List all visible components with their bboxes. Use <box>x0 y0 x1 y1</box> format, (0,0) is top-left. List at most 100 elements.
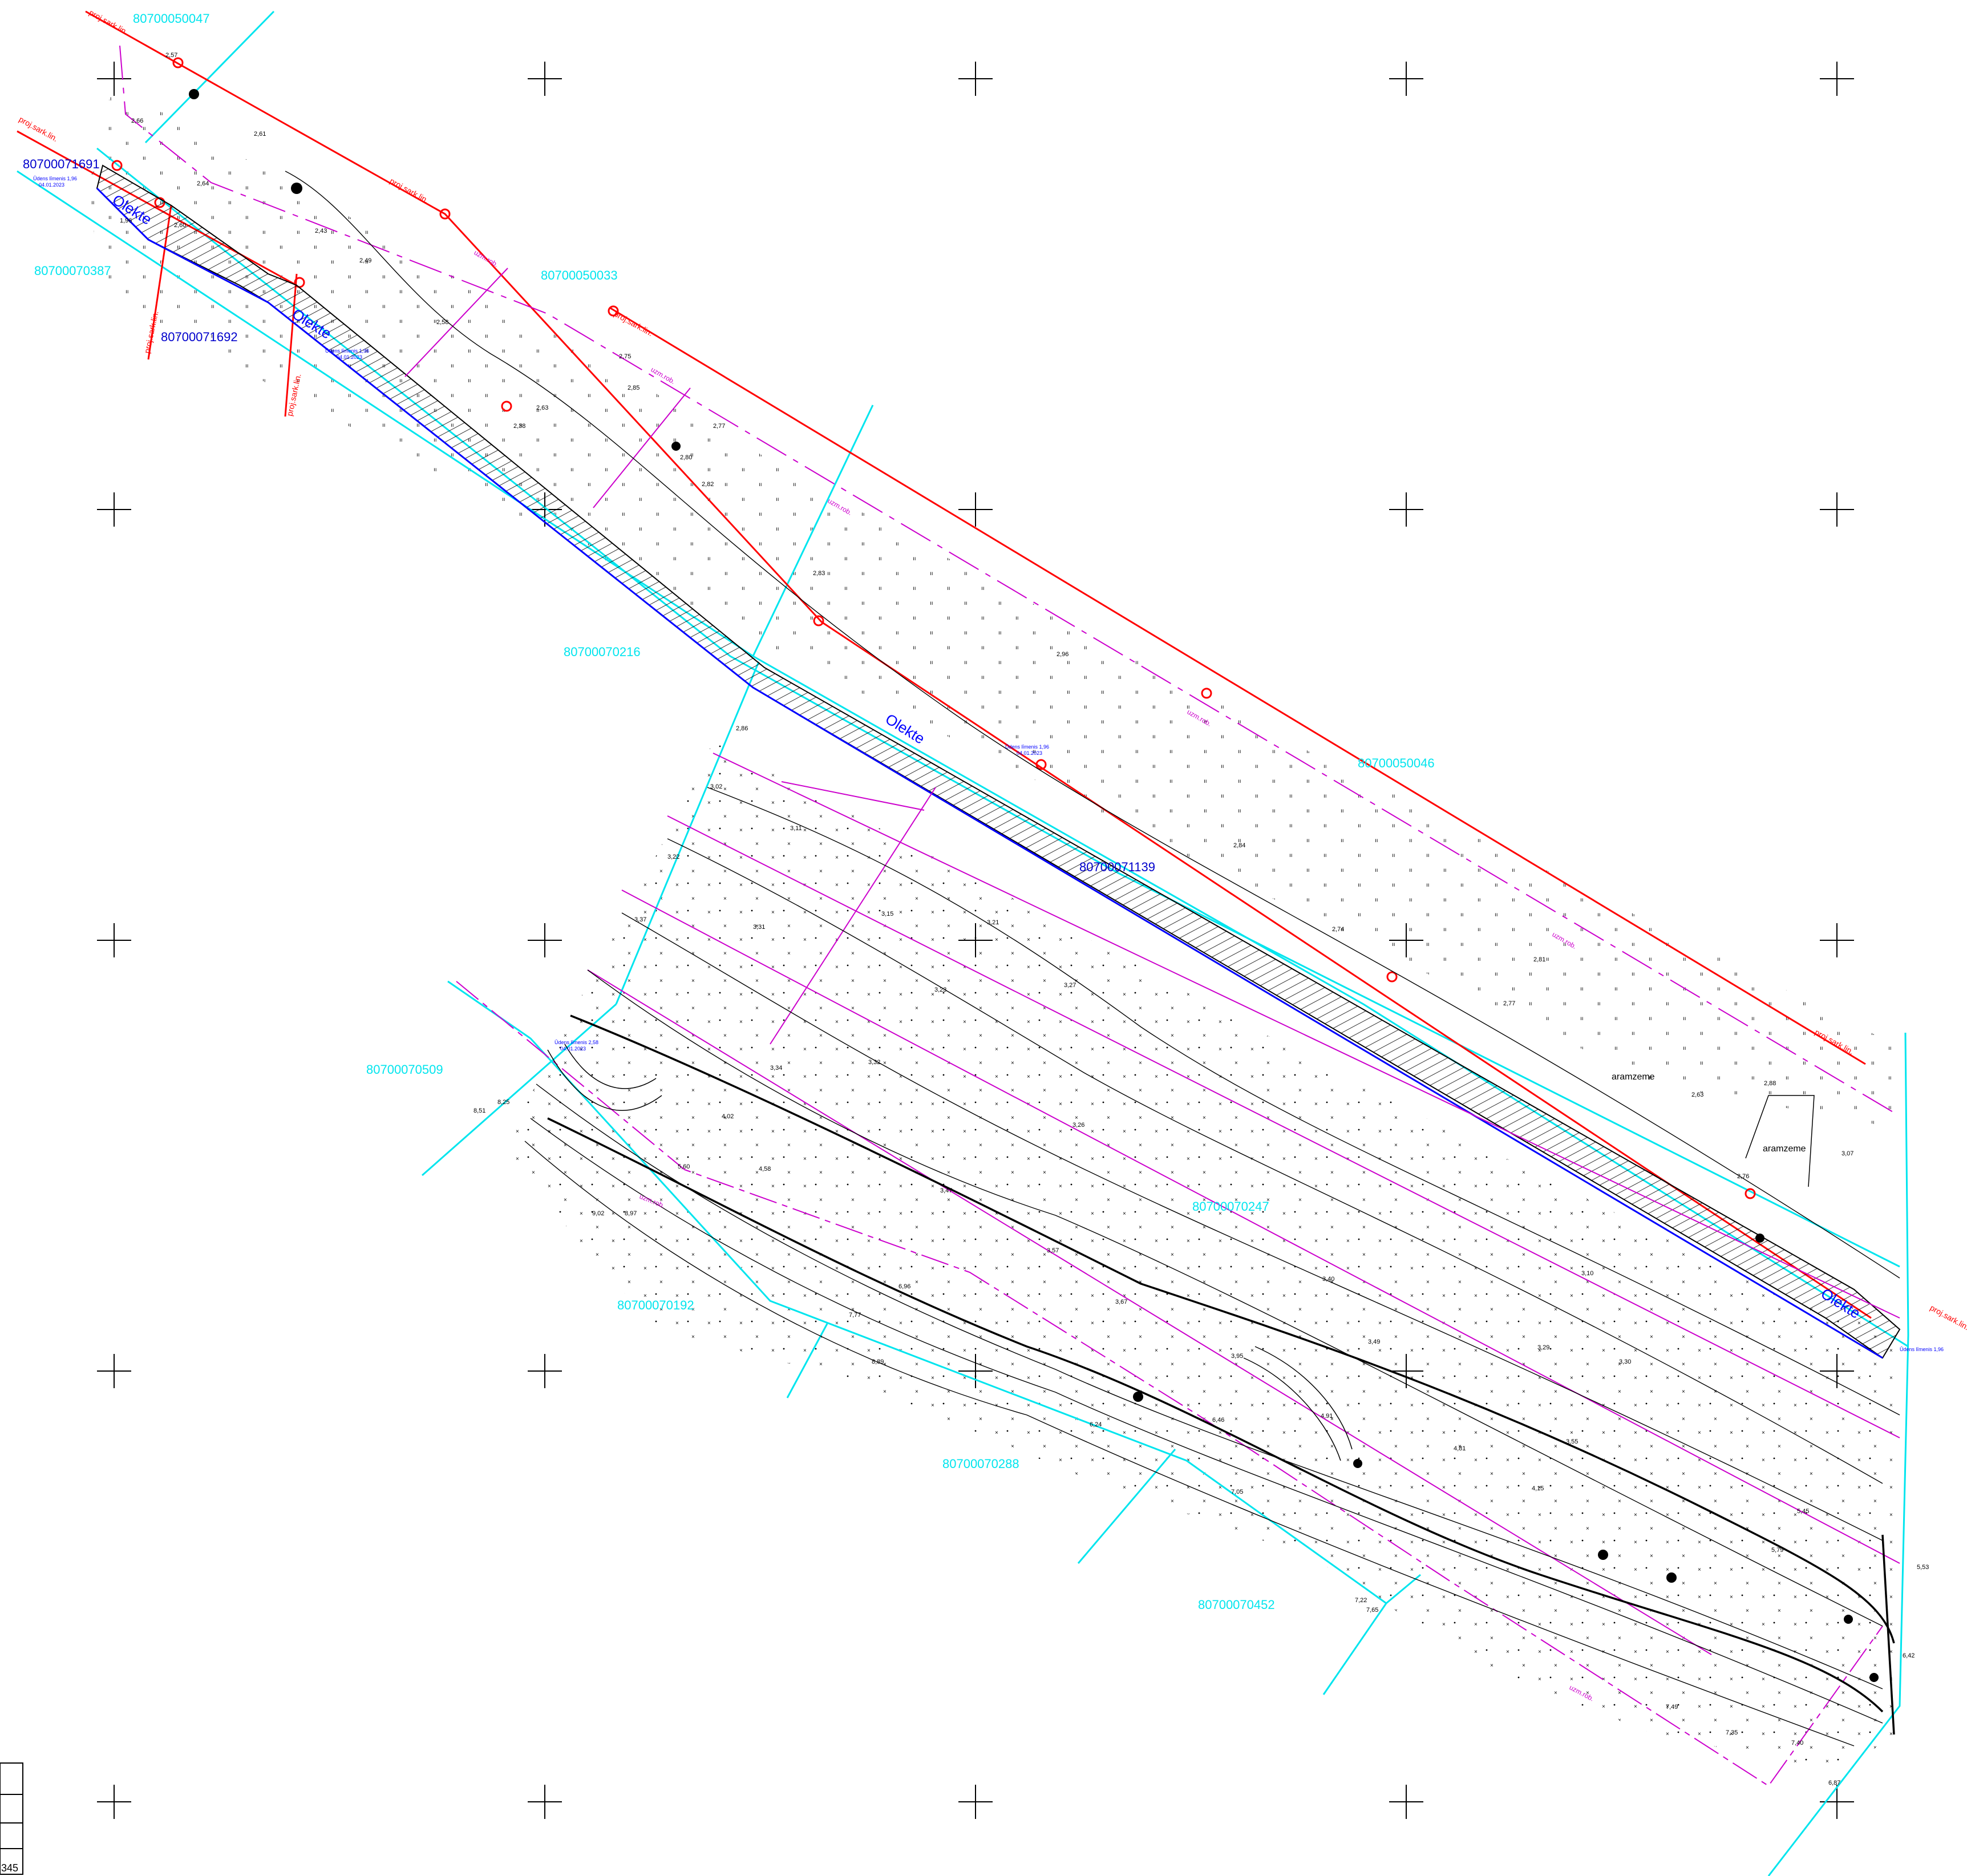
spot-elevation: 3,21 <box>987 919 999 926</box>
spot-elevation: 3,10 <box>1581 1270 1593 1277</box>
spot-elevation: 5,60 <box>678 1163 690 1170</box>
spot-elevation: 2,38 <box>513 423 525 430</box>
spot-elevation: 2,83 <box>813 570 825 577</box>
spot-elevation: 3,49 <box>1368 1339 1380 1345</box>
ditch-label: 80700071139 <box>1079 860 1155 874</box>
field-area <box>502 742 1900 1769</box>
spot-elevation: 7,35 <box>1726 1729 1738 1736</box>
spot-elevation: 4,15 <box>1532 1485 1544 1492</box>
tree-symbols <box>189 89 1879 1682</box>
spot-elevation: 2,81 <box>1533 956 1545 963</box>
spot-elevation: 6,96 <box>898 1283 910 1290</box>
contour-lines <box>285 171 1900 1746</box>
spot-elevation: 9,02 <box>592 1210 604 1217</box>
spot-elevation: 7,22 <box>1355 1597 1367 1604</box>
projected-line-label: proj.sark.lin. <box>388 176 431 205</box>
spot-elevation: 2,57 <box>165 52 177 59</box>
projected-line-label: proj.sark.lin. <box>88 8 130 37</box>
spot-elevation: 5,53 <box>1917 1564 1929 1571</box>
spot-elevation: 3,40 <box>1322 1276 1334 1283</box>
spot-elevation: 8,97 <box>625 1210 637 1217</box>
spot-elevation: 3,34 <box>770 1065 782 1072</box>
water-level-note: Ūdens līmenis 1,96 <box>33 176 77 181</box>
spot-elevation: 4,81 <box>1454 1445 1466 1452</box>
spot-elevation: 3,29 <box>1537 1344 1549 1351</box>
water-level-note: Ūdens līmenis 1,96 <box>325 348 369 354</box>
spot-elevation: 3,67 <box>1115 1299 1127 1305</box>
spot-elevation: 2,76 <box>1737 1173 1749 1180</box>
spot-elevation: 2,84 <box>1233 842 1245 849</box>
spot-elevation: 1,96 <box>120 217 132 224</box>
water-level-note: Ūdens līmenis 1,96 <box>1900 1347 1944 1352</box>
spot-elevation: 3,57 <box>1047 1247 1059 1254</box>
spot-elevation: 4,58 <box>759 1166 771 1172</box>
spot-elevation: 2,63 <box>1691 1091 1703 1098</box>
spot-elevation: 2,77 <box>713 423 725 430</box>
spot-elevation: 3,30 <box>1619 1359 1631 1365</box>
spot-elevation: 2,77 <box>1503 1000 1515 1007</box>
spot-elevation: 8,89 <box>872 1359 884 1365</box>
spot-elevation: 2,74 <box>1332 926 1344 933</box>
slope-fan-2 <box>1243 1346 1353 1461</box>
parcel-label: 80700070452 <box>1198 1598 1275 1612</box>
spot-elevation: 3,15 <box>881 911 893 917</box>
spot-elevation: 3,23 <box>934 986 946 993</box>
survey-boundary-label: uzm.rob. <box>473 248 500 268</box>
contour-index-lines <box>547 1014 1895 1735</box>
parcel-label: 80700070216 <box>564 645 641 659</box>
title-block-number: 345 <box>1 1862 18 1874</box>
title-block <box>0 1762 23 1875</box>
spot-elevation: 2,66 <box>131 118 143 124</box>
spot-elevation: 2,96 <box>1057 651 1069 658</box>
spot-elevation: 4,91 <box>1321 1413 1333 1420</box>
spot-elevation: 7,77 <box>849 1312 861 1319</box>
spot-elevation: 2,49 <box>359 257 371 264</box>
spot-elevation: 2,60 <box>174 222 186 229</box>
spot-elevation: 2,82 <box>702 481 714 488</box>
spot-elevation: 6,87 <box>1828 1780 1840 1786</box>
ditch-label: 80700071691 <box>23 157 100 171</box>
spot-elevation: 3,55 <box>1566 1438 1578 1445</box>
parcel-label: 80700070288 <box>942 1457 1019 1471</box>
land-use-label: aramzeme <box>1763 1144 1806 1154</box>
parcel-label: 80700070509 <box>366 1062 443 1077</box>
slope-fan-1 <box>547 1044 662 1111</box>
water-level-date: 04.01.2023 <box>337 354 362 360</box>
spot-elevation: 3,26 <box>1072 1122 1084 1129</box>
water-level-date: 04.01.2023 <box>560 1046 586 1052</box>
spot-elevation: 2,80 <box>680 454 692 461</box>
spot-elevation: 3,47 <box>940 1187 952 1194</box>
spot-elevation: 7,40 <box>1791 1740 1803 1746</box>
spot-elevation: 3,07 <box>1841 1150 1853 1157</box>
land-use-boundary <box>1745 1095 1815 1187</box>
spot-elevation: 6,46 <box>1212 1417 1224 1424</box>
spot-elevation: 3,95 <box>1231 1353 1243 1360</box>
magenta-lines <box>119 45 1900 1787</box>
spot-elevation: 3,31 <box>753 924 765 931</box>
ditch-label: 80700071692 <box>161 330 238 344</box>
projected-line-label: proj.sark.lin. <box>18 115 60 144</box>
spot-elevation: 2,61 <box>254 131 266 138</box>
parcel-label: 80700050046 <box>1358 756 1435 770</box>
spot-elevation: 3,02 <box>710 783 722 790</box>
projected-line-label: proj.sark.lin. <box>1929 1303 1967 1332</box>
spot-elevation: 3,27 <box>1064 982 1076 989</box>
spot-elevation: 8,25 <box>497 1099 509 1106</box>
parcel-label: 80700070387 <box>34 264 111 278</box>
spot-elevation: 2,86 <box>736 725 748 732</box>
spot-elevation: 2,43 <box>315 228 327 234</box>
water-level-date: 04.01.2023 <box>39 182 64 188</box>
spot-elevation: 5,45 <box>1797 1508 1809 1515</box>
spot-elevation: 7,49 <box>1666 1704 1678 1711</box>
parcel-label: 80700070247 <box>1192 1199 1269 1214</box>
spot-elevation: 2,88 <box>1764 1080 1776 1087</box>
spot-elevation: 3,11 <box>790 825 802 832</box>
spot-elevation: 3,37 <box>634 916 646 923</box>
parcel-label: 80700050047 <box>133 11 210 26</box>
spot-elevation: 7,65 <box>1366 1607 1378 1614</box>
parcel-label: 80700070192 <box>617 1298 694 1312</box>
spot-elevation: 2,75 <box>619 353 631 360</box>
spot-elevations: 2,57 2,66 2,61 2,64 2,60 1,96 2,43 2,49 … <box>120 52 1929 1786</box>
spot-elevation: 2,85 <box>628 385 640 391</box>
